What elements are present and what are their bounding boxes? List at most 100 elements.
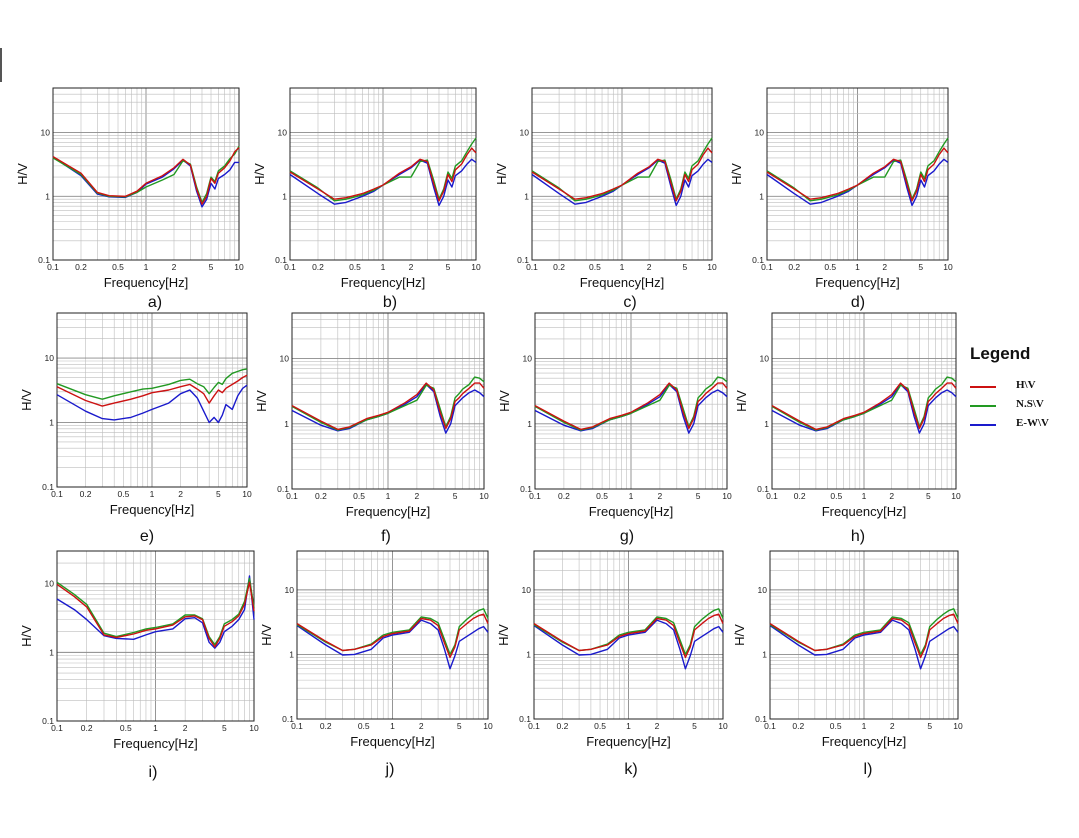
plot-frame <box>56 550 255 722</box>
x-tick-label: 1 <box>153 723 158 733</box>
series-line <box>534 382 728 431</box>
x-tick-label: 0.5 <box>358 721 370 731</box>
y-axis-label: H/V <box>732 624 747 646</box>
y-tick-label: 0.1 <box>277 484 289 494</box>
y-tick-label: 0.1 <box>757 484 769 494</box>
x-tick-label: 0.1 <box>526 262 538 272</box>
x-tick-label: 10 <box>707 262 717 272</box>
y-tick-label: 0.1 <box>282 714 294 724</box>
y-tick-label: 10 <box>520 128 530 138</box>
plot-frame <box>766 87 949 261</box>
plot-frame <box>291 312 485 490</box>
x-tick-label: 5 <box>222 723 227 733</box>
y-axis-label: H/V <box>19 389 34 411</box>
y-tick-label: 0.1 <box>520 484 532 494</box>
series-line <box>531 147 713 202</box>
plot-frame <box>289 87 477 261</box>
plot-frame <box>533 550 724 720</box>
x-tick-label: 10 <box>951 491 961 501</box>
x-tick-label: 0.2 <box>312 262 324 272</box>
x-tick-label: 5 <box>696 491 701 501</box>
chart-panel: 0.1 0.2 0.5 1 2 5 10 0.1 1 10 Frequency[Hz] H/V l) <box>732 550 963 778</box>
y-tick-label: 1 <box>49 647 54 657</box>
x-tick-label: 0.5 <box>824 262 836 272</box>
x-tick-label: 0.2 <box>792 721 804 731</box>
x-tick-label: 0.1 <box>761 262 773 272</box>
y-tick-label: 10 <box>758 585 768 595</box>
y-axis-label: H/V <box>729 163 744 185</box>
panel-label: e) <box>140 528 154 545</box>
x-tick-label: 2 <box>172 262 177 272</box>
x-axis-label: Frequency[Hz] <box>822 734 907 749</box>
x-tick-label: 1 <box>386 491 391 501</box>
x-tick-label: 10 <box>722 491 732 501</box>
series-line <box>533 613 724 659</box>
x-tick-label: 2 <box>658 491 663 501</box>
y-tick-label: 10 <box>760 354 770 364</box>
series-line <box>289 137 477 202</box>
legend-item-ewv: E-W\V <box>966 416 1076 435</box>
x-tick-label: 0.1 <box>284 262 296 272</box>
chart-panel: 0.1 0.2 0.5 1 2 5 10 0.1 1 10 Frequency[Hz] H/V a) <box>15 87 244 311</box>
x-tick-label: 0.2 <box>75 262 87 272</box>
y-tick-label: 10 <box>285 585 295 595</box>
x-tick-label: 0.1 <box>47 262 59 272</box>
y-tick-label: 10 <box>41 128 51 138</box>
x-tick-label: 0.1 <box>766 491 778 501</box>
x-tick-label: 0.5 <box>112 262 124 272</box>
panel-label: l) <box>864 761 873 778</box>
x-tick-label: 5 <box>692 721 697 731</box>
x-tick-label: 10 <box>943 262 953 272</box>
series-line <box>771 376 957 431</box>
x-tick-label: 0.1 <box>51 723 63 733</box>
y-tick-label: 1 <box>289 649 294 659</box>
series-line <box>291 376 485 431</box>
x-tick-label: 5 <box>457 721 462 731</box>
x-tick-label: 10 <box>471 262 481 272</box>
x-tick-label: 0.5 <box>830 491 842 501</box>
plot-frame <box>296 550 489 720</box>
y-axis-label: H/V <box>15 163 30 185</box>
series-line <box>296 619 489 670</box>
series-line <box>534 376 728 431</box>
left-edge-marker <box>0 48 2 82</box>
x-tick-label: 5 <box>683 262 688 272</box>
chart-panel: 0.1 0.2 0.5 1 2 5 10 0.1 1 10 Frequency[Hz] H/V e) <box>19 312 252 545</box>
x-tick-label: 0.2 <box>320 721 332 731</box>
y-tick-label: 0.1 <box>42 482 54 492</box>
chart-panel: 0.1 0.2 0.5 1 2 5 10 0.1 1 10 Frequency[Hz] H/V d) <box>729 87 953 311</box>
x-tick-label: 0.5 <box>594 721 606 731</box>
x-tick-label: 0.2 <box>788 262 800 272</box>
panel-label: j) <box>385 761 395 778</box>
chart-panel: 0.1 0.2 0.5 1 2 5 10 0.1 1 10 Frequency[Hz] H/V b) <box>252 87 481 311</box>
y-axis-label: H/V <box>259 624 274 646</box>
x-axis-label: Frequency[Hz] <box>104 275 189 290</box>
y-tick-label: 10 <box>522 585 532 595</box>
x-tick-label: 2 <box>882 262 887 272</box>
y-tick-label: 1 <box>282 191 287 201</box>
x-tick-label: 5 <box>209 262 214 272</box>
plot-frame <box>52 87 240 261</box>
x-tick-label: 5 <box>453 491 458 501</box>
series-line <box>769 613 959 659</box>
x-axis-label: Frequency[Hz] <box>110 502 195 517</box>
x-tick-label: 0.5 <box>353 491 365 501</box>
x-axis-label: Frequency[Hz] <box>580 275 665 290</box>
panel-label: k) <box>624 761 637 778</box>
y-tick-label: 1 <box>45 191 50 201</box>
legend-label-nsv: N.S\V <box>1016 398 1044 410</box>
x-tick-label: 0.2 <box>557 721 569 731</box>
series-line <box>533 619 724 670</box>
panel-label: b) <box>383 294 397 311</box>
x-tick-label: 0.1 <box>528 721 540 731</box>
series-line <box>531 137 713 202</box>
x-tick-label: 10 <box>953 721 963 731</box>
series-line <box>289 147 477 202</box>
y-tick-label: 10 <box>523 354 533 364</box>
y-tick-label: 1 <box>759 191 764 201</box>
x-tick-label: 1 <box>620 262 625 272</box>
legend-label-ewv: E-W\V <box>1016 417 1049 429</box>
x-tick-label: 2 <box>419 721 424 731</box>
series-line <box>296 613 489 659</box>
